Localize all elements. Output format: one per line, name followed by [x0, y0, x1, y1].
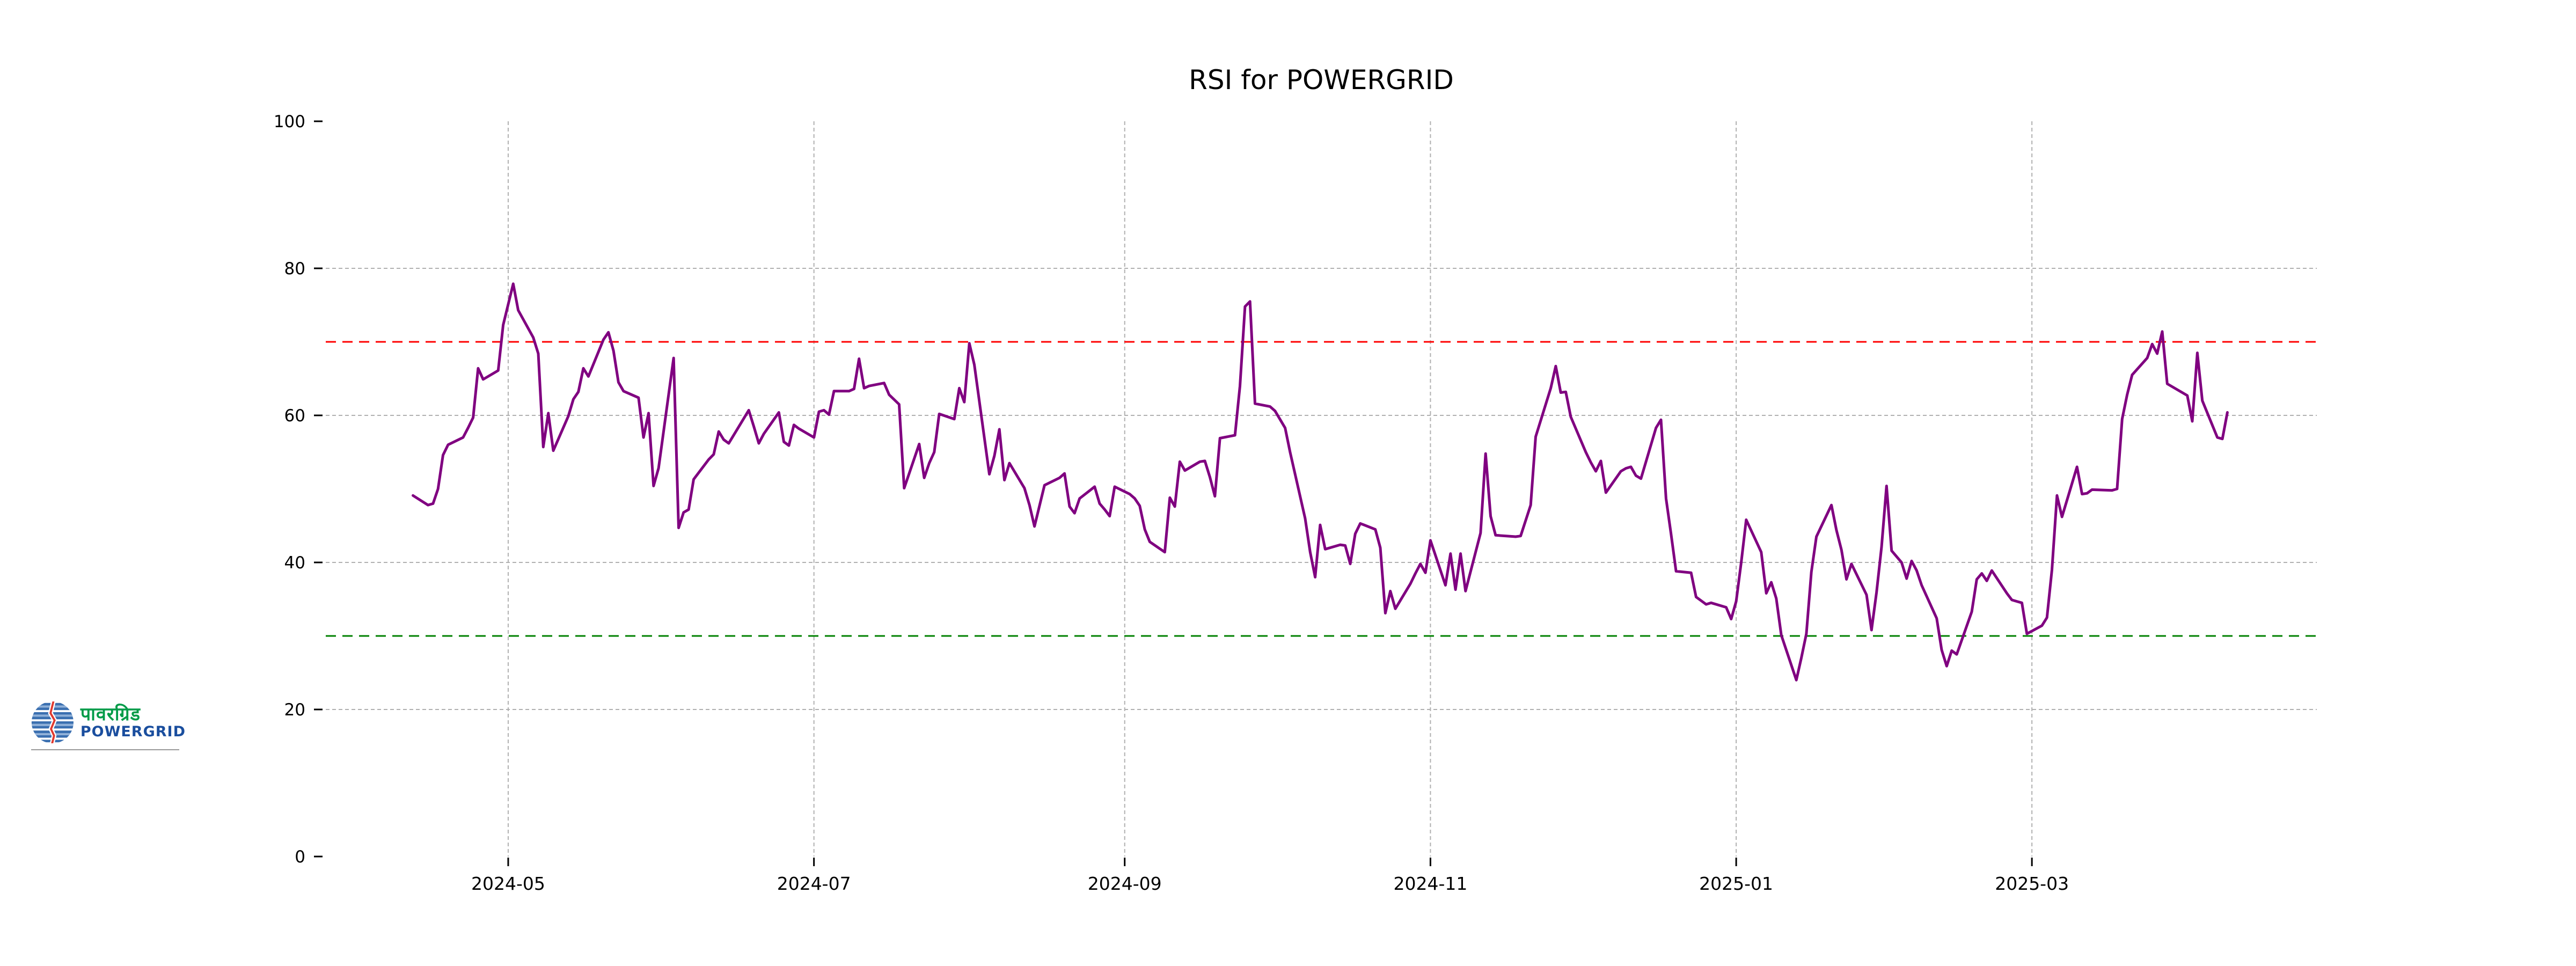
x-tick-label: 2024-05: [471, 873, 545, 894]
y-tick-label: 40: [284, 553, 305, 573]
logo-hindi-text: पावरग्रिड: [80, 704, 141, 725]
y-tick-label: 60: [284, 406, 305, 426]
y-tick-label: 100: [274, 112, 305, 131]
y-tick-label: 20: [284, 700, 305, 720]
x-tick-label: 2024-07: [777, 873, 851, 894]
x-tick-label: 2024-09: [1088, 873, 1162, 894]
logo-latin-text: POWERGRID: [80, 723, 186, 740]
series-layer: [412, 282, 2229, 682]
chart-title: RSI for POWERGRID: [1189, 64, 1454, 96]
y-tick-label: 0: [295, 847, 305, 867]
powergrid-globe-icon: [31, 701, 74, 744]
rsi-series-line: [412, 282, 2229, 682]
grid-layer: [326, 121, 2317, 857]
tick-layer: 2024-05 2024-07 2024-09 2024-11 2025-01 2025-…: [274, 112, 2069, 894]
x-tick-label: 2025-03: [1995, 873, 2069, 894]
logo-underline: [31, 749, 179, 750]
threshold-layer: [326, 341, 2317, 637]
x-tick-label: 2025-01: [1699, 873, 1773, 894]
x-tick-label: 2024-11: [1393, 873, 1467, 894]
powergrid-logo: पावरग्रिड POWERGRID: [30, 699, 186, 755]
y-tick-label: 80: [284, 259, 305, 279]
